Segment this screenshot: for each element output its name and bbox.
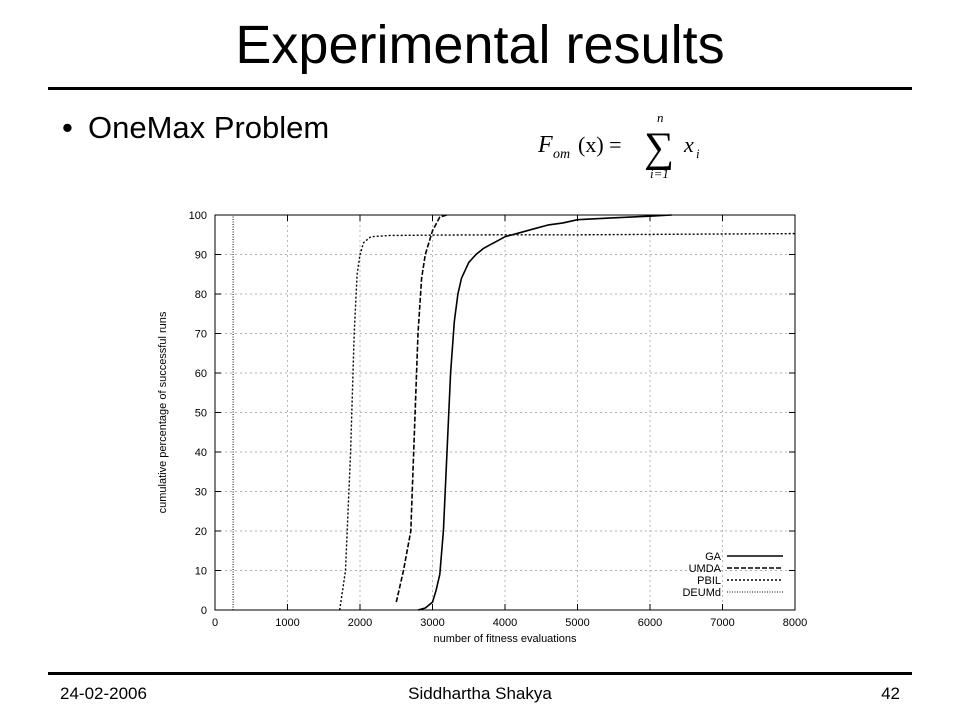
formula-term-x: x — [683, 132, 694, 157]
y-tick-label: 20 — [195, 526, 207, 538]
y-tick-label: 90 — [195, 250, 207, 262]
y-tick-label: 50 — [195, 408, 207, 420]
x-tick-label: 0 — [212, 617, 218, 629]
onemax-formula: F om (x) = n ∑ i=1 x i — [538, 110, 700, 180]
x-axis-label: number of fitness evaluations — [433, 633, 577, 645]
y-tick-label: 70 — [195, 329, 207, 341]
legend-label: UMDA — [689, 563, 722, 575]
series-line-ga — [417, 214, 672, 611]
formula-sum-symbol: ∑ — [644, 125, 674, 171]
y-axis-label: cumulative percentage of successful runs — [157, 311, 169, 513]
formula-term-subscript: i — [696, 146, 700, 161]
title-divider — [48, 87, 912, 90]
series-line-umda — [395, 214, 448, 603]
formula-F: F — [538, 132, 553, 158]
x-tick-label: 4000 — [493, 617, 517, 629]
legend-label: PBIL — [697, 575, 721, 587]
x-tick-label: 5000 — [565, 617, 589, 629]
formula-F-subscript: om — [553, 147, 570, 162]
y-tick-label: 10 — [195, 566, 207, 578]
y-tick-label: 80 — [195, 289, 207, 301]
formula-lhs-arg: (x) = — [578, 132, 622, 157]
formula-sum-lower: i=1 — [650, 166, 669, 180]
y-tick-label: 0 — [201, 605, 207, 617]
y-tick-label: 30 — [195, 487, 207, 499]
series-line-pbil — [339, 232, 796, 611]
y-tick-label: 40 — [195, 447, 207, 459]
x-tick-label: 7000 — [710, 617, 734, 629]
legend-label: GA — [705, 551, 722, 563]
bullet-text: OneMax Problem — [88, 110, 330, 145]
y-tick-label: 60 — [195, 368, 207, 380]
x-tick-label: 6000 — [638, 617, 662, 629]
footer-author: Siddhartha Shakya — [408, 684, 552, 703]
x-tick-label: 1000 — [275, 617, 299, 629]
x-tick-label: 3000 — [420, 617, 444, 629]
bullet-item: • OneMax Problem — [62, 108, 329, 148]
legend-label: DEUMd — [682, 587, 721, 599]
bullet-dot: • — [62, 110, 73, 145]
footer-date: 24-02-2006 — [60, 684, 147, 703]
y-tick-label: 100 — [189, 210, 207, 222]
slide-title: Experimental results — [235, 15, 725, 75]
footer-page-number: 42 — [881, 684, 900, 703]
footer-divider — [48, 672, 912, 675]
formula-sum-upper: n — [657, 110, 664, 125]
x-tick-label: 8000 — [783, 617, 807, 629]
x-tick-label: 2000 — [348, 617, 372, 629]
